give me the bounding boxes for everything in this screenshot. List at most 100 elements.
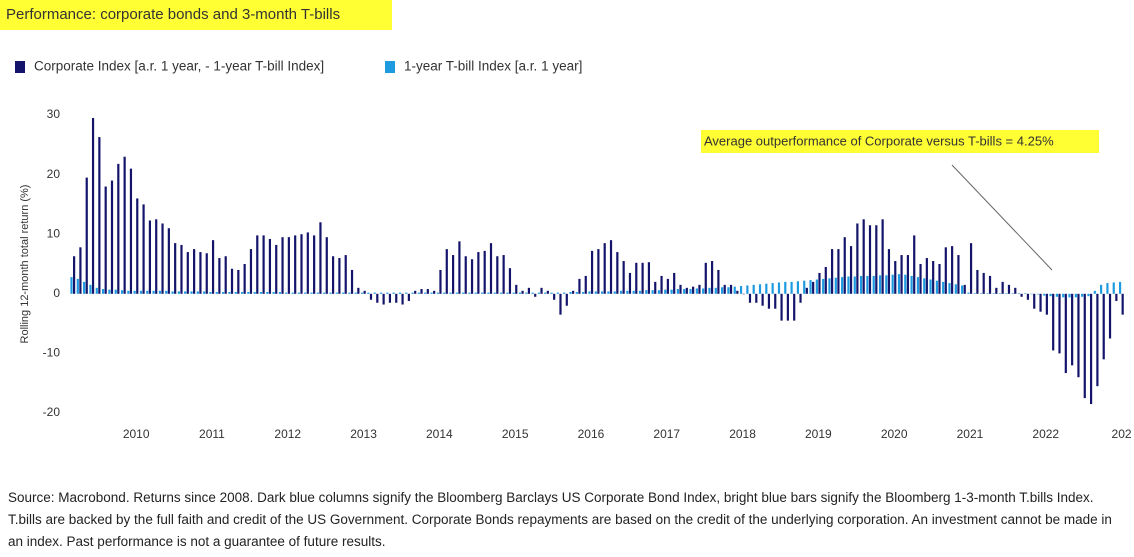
bar (868, 225, 872, 294)
bar (211, 240, 215, 294)
x-tick-label: 2021 (957, 427, 984, 441)
bar (702, 288, 705, 294)
bar (76, 278, 79, 294)
bar (944, 247, 947, 294)
bar (443, 292, 446, 294)
bar (373, 292, 376, 294)
bar (323, 292, 326, 294)
bar (515, 284, 518, 294)
bar (546, 290, 549, 294)
bar (512, 292, 515, 294)
bar (1049, 293, 1052, 297)
bar (904, 274, 907, 294)
bar (632, 290, 635, 294)
bar (717, 269, 720, 294)
bar (152, 290, 155, 294)
bar (645, 290, 648, 294)
bar (496, 256, 499, 294)
bar (1087, 293, 1090, 297)
bar (803, 280, 806, 294)
bar (458, 241, 461, 294)
bar (761, 293, 764, 306)
bar (881, 219, 884, 294)
bar (89, 284, 92, 294)
bar (1081, 293, 1084, 297)
bar (929, 279, 932, 294)
bar (626, 290, 629, 294)
bar (721, 287, 724, 294)
bar (834, 277, 837, 294)
bar (350, 269, 354, 294)
bar (342, 292, 345, 294)
bar (424, 292, 427, 294)
legend-swatch (385, 61, 395, 73)
bar (556, 292, 559, 294)
bar (550, 292, 553, 294)
bar (123, 156, 126, 294)
bar (1058, 293, 1061, 354)
bar (133, 290, 136, 294)
bar (369, 293, 373, 300)
legend-label: Corporate Index [a.r. 1 year, - 1-year T… (34, 59, 324, 74)
bar (193, 249, 196, 294)
bar (455, 292, 458, 294)
bar (809, 280, 812, 294)
bar (136, 198, 139, 294)
bar (304, 292, 307, 294)
bar (1071, 293, 1074, 366)
bar (796, 281, 800, 294)
bar (222, 292, 225, 294)
bar (313, 235, 316, 294)
bar (973, 293, 976, 294)
bar (534, 293, 537, 297)
bar (641, 262, 644, 294)
bar (253, 292, 256, 294)
bar (1039, 293, 1042, 312)
bar (79, 247, 82, 294)
bar (249, 249, 253, 294)
bar (897, 274, 901, 294)
bar (357, 287, 360, 294)
bar (139, 290, 143, 294)
bar (487, 292, 490, 294)
bar (559, 293, 562, 315)
bar (344, 255, 347, 294)
x-tick-label: 2020 (881, 427, 908, 441)
bar (470, 259, 474, 294)
bar (91, 117, 95, 294)
bar (129, 168, 133, 294)
x-tick-label: 2014 (426, 427, 453, 441)
bar (1020, 293, 1023, 297)
bar (430, 292, 433, 294)
bar (847, 276, 850, 294)
bar (363, 290, 366, 294)
bar (1024, 293, 1027, 294)
bar (310, 292, 313, 294)
bar (710, 261, 714, 294)
bar (196, 291, 199, 294)
bar (948, 283, 951, 294)
bar (335, 292, 338, 294)
bar (856, 223, 859, 294)
bar (184, 291, 187, 294)
bar (155, 219, 158, 294)
bar (988, 275, 992, 294)
bar (1030, 293, 1033, 295)
bar (1011, 293, 1014, 294)
x-tick-label: 2017 (653, 427, 680, 441)
bar (748, 293, 752, 303)
bar (572, 290, 575, 294)
bar (237, 269, 240, 294)
bar (1100, 284, 1103, 294)
bar (73, 256, 76, 294)
bar (818, 272, 821, 294)
bar (285, 292, 288, 294)
bar (171, 291, 174, 294)
bar (913, 235, 916, 294)
bar (900, 255, 903, 294)
bar (110, 180, 114, 294)
bar (508, 268, 512, 294)
x-tick-label: 2013 (350, 427, 377, 441)
bar (647, 262, 651, 294)
